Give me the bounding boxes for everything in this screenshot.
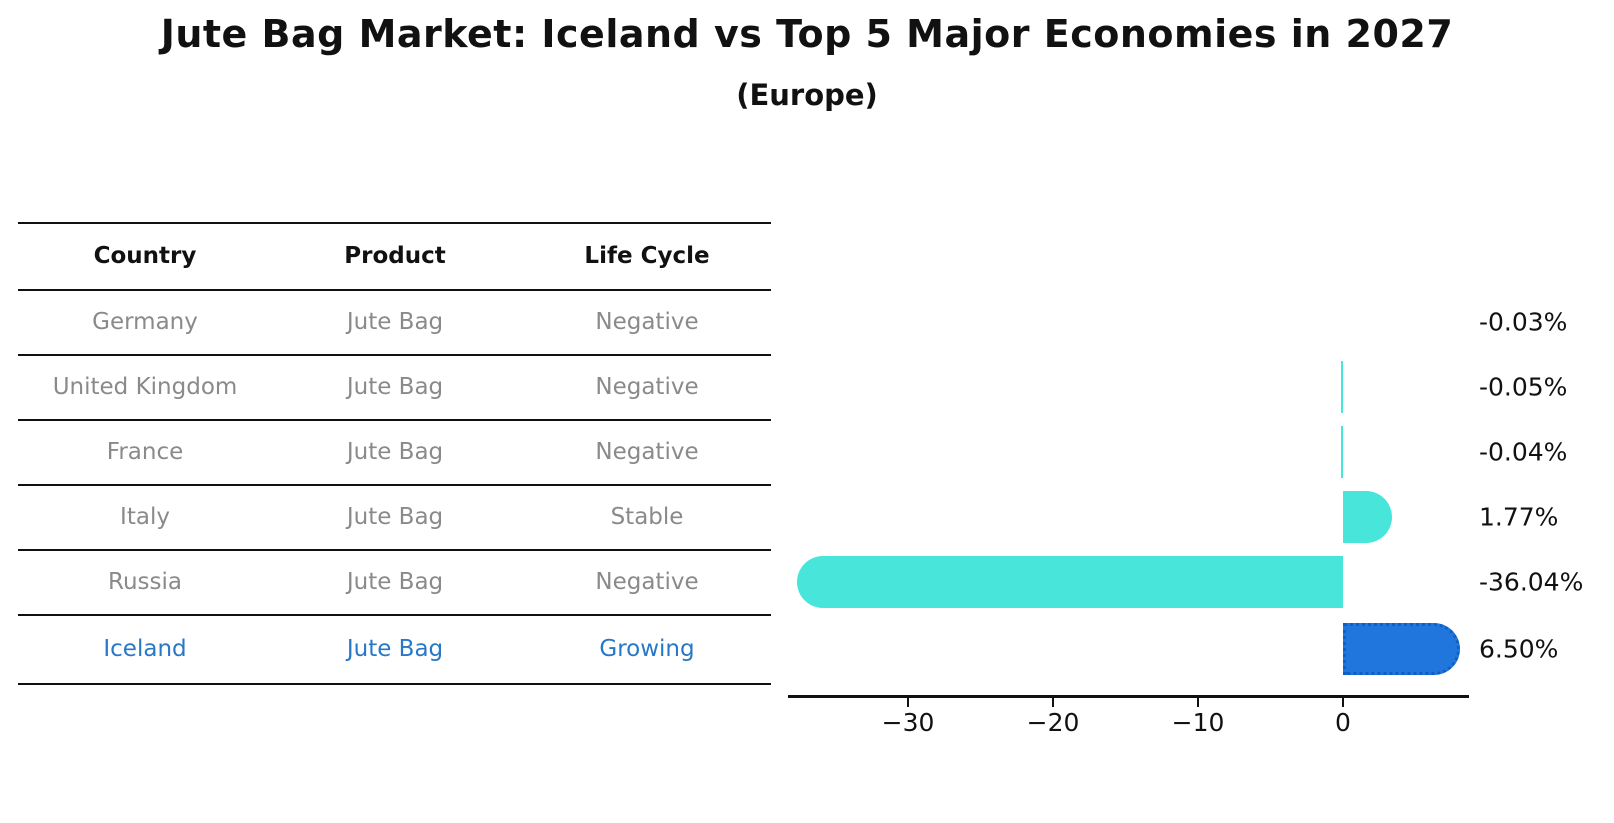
table-cell-iceland-country: Iceland [103, 636, 187, 662]
table-rule [18, 222, 771, 224]
bar-iceland [1343, 623, 1461, 675]
x-axis-line [788, 695, 1469, 698]
table-cell-germany-product: Jute Bag [346, 309, 444, 335]
x-axis-tick-label: 0 [1335, 708, 1351, 737]
value-label-united-kingdom: -0.05% [1479, 372, 1568, 402]
table-cell-united-kingdom-life-cycle: Negative [595, 374, 699, 400]
bar-france [1341, 426, 1343, 478]
table-header-life-cycle: Life Cycle [584, 243, 710, 269]
x-axis-tick-label: −30 [881, 708, 935, 737]
table-rule [18, 419, 771, 421]
table-cell-russia-life-cycle: Negative [595, 569, 699, 595]
bar-russia [797, 556, 1343, 608]
table-rule [18, 683, 771, 685]
table-rule [18, 354, 771, 356]
table-cell-italy-life-cycle: Stable [610, 504, 684, 530]
chart-subtitle: (Europe) [736, 78, 878, 112]
table-cell-germany-life-cycle: Negative [595, 309, 699, 335]
value-label-germany: -0.03% [1479, 307, 1568, 337]
value-label-russia: -36.04% [1479, 567, 1584, 597]
table-cell-russia-product: Jute Bag [346, 569, 444, 595]
x-axis-tick [1052, 698, 1054, 707]
x-axis-tick [1197, 698, 1199, 707]
table-cell-italy-product: Jute Bag [346, 504, 444, 530]
x-axis-tick-label: −10 [1171, 708, 1225, 737]
value-label-italy: 1.77% [1479, 502, 1559, 532]
value-label-france: -0.04% [1479, 437, 1568, 467]
bar-united-kingdom [1341, 361, 1343, 413]
x-axis-tick-label: −20 [1026, 708, 1080, 737]
table-cell-germany-country: Germany [92, 309, 198, 335]
table-cell-france-product: Jute Bag [346, 439, 444, 465]
table-cell-iceland-product: Jute Bag [346, 636, 444, 662]
table-rule [18, 289, 771, 291]
table-cell-iceland-life-cycle: Growing [599, 636, 695, 662]
chart-title: Jute Bag Market: Iceland vs Top 5 Major … [160, 12, 1454, 56]
table-cell-russia-country: Russia [108, 569, 182, 595]
table-header-product: Product [344, 243, 446, 269]
table-cell-france-country: France [106, 439, 184, 465]
table-rule [18, 549, 771, 551]
table-cell-united-kingdom-country: United Kingdom [52, 374, 238, 400]
bar-italy [1343, 491, 1392, 543]
table-header-country: Country [93, 243, 197, 269]
table-cell-france-life-cycle: Negative [595, 439, 699, 465]
value-label-iceland: 6.50% [1479, 634, 1559, 664]
table-rule [18, 614, 771, 616]
x-axis-tick [907, 698, 909, 707]
table-rule [18, 484, 771, 486]
table-cell-italy-country: Italy [120, 504, 170, 530]
table-cell-united-kingdom-product: Jute Bag [346, 374, 444, 400]
x-axis-tick [1342, 698, 1344, 707]
